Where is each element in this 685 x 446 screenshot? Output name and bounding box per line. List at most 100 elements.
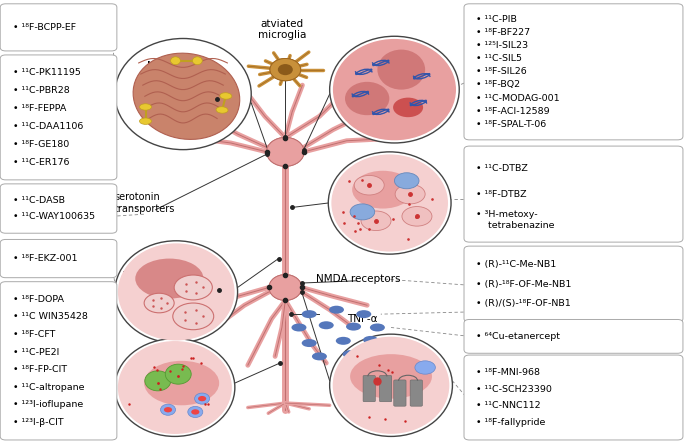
Text: • ¹¹C-NNC112: • ¹¹C-NNC112 (476, 401, 541, 410)
Ellipse shape (329, 306, 344, 314)
Ellipse shape (195, 393, 210, 404)
Ellipse shape (144, 361, 219, 405)
FancyBboxPatch shape (410, 380, 423, 406)
Ellipse shape (165, 364, 191, 384)
Text: • (R)/(S)-¹⁸F-OF-NB1: • (R)/(S)-¹⁸F-OF-NB1 (476, 299, 571, 308)
Ellipse shape (188, 406, 203, 417)
Ellipse shape (329, 36, 459, 143)
Circle shape (395, 184, 425, 204)
Circle shape (415, 361, 436, 374)
Ellipse shape (301, 310, 316, 318)
Ellipse shape (328, 152, 451, 254)
Text: • ¹¹C-ER176: • ¹¹C-ER176 (12, 157, 69, 166)
Text: • ¹²⁵I-SIL23: • ¹²⁵I-SIL23 (476, 41, 528, 50)
Text: VMAT: VMAT (367, 169, 396, 179)
Text: TNF-α: TNF-α (347, 314, 377, 324)
Ellipse shape (319, 321, 334, 329)
Text: • ¹⁸F-DOPA: • ¹⁸F-DOPA (12, 295, 64, 304)
Circle shape (173, 303, 214, 330)
Ellipse shape (118, 244, 234, 340)
Text: • ¹²³I-ioflupane: • ¹²³I-ioflupane (12, 400, 83, 409)
Text: • ¹¹C-DAA1106: • ¹¹C-DAA1106 (12, 122, 83, 131)
Text: • ¹¹C-PE2I: • ¹¹C-PE2I (12, 347, 59, 356)
Ellipse shape (145, 371, 171, 391)
FancyBboxPatch shape (464, 355, 683, 440)
Ellipse shape (278, 64, 292, 75)
Text: • ¹¹C-DTBZ: • ¹¹C-DTBZ (476, 164, 528, 173)
Circle shape (198, 396, 206, 401)
Text: • ¹⁸F-BF227: • ¹⁸F-BF227 (476, 28, 530, 37)
Text: • ¹⁸F-SPAL-T-06: • ¹⁸F-SPAL-T-06 (476, 120, 547, 129)
Ellipse shape (220, 93, 232, 99)
Text: MC-1
TSPO: MC-1 TSPO (147, 61, 174, 83)
Circle shape (395, 173, 419, 189)
Circle shape (174, 275, 212, 300)
Ellipse shape (333, 337, 449, 434)
Circle shape (191, 409, 199, 415)
Ellipse shape (266, 137, 304, 166)
FancyBboxPatch shape (464, 319, 683, 353)
Text: α-synclein: α-synclein (376, 83, 429, 92)
Text: • ¹¹C-SIL5: • ¹¹C-SIL5 (476, 54, 522, 63)
FancyBboxPatch shape (464, 146, 683, 242)
Circle shape (350, 204, 375, 220)
Text: • ¹⁸F-GE180: • ¹⁸F-GE180 (12, 140, 68, 149)
Ellipse shape (270, 58, 301, 81)
Ellipse shape (342, 350, 358, 358)
FancyBboxPatch shape (0, 4, 117, 51)
Text: • ⁶⁴Cu-etanercept: • ⁶⁴Cu-etanercept (476, 332, 560, 341)
Text: • ¹¹C WIN35428: • ¹¹C WIN35428 (12, 313, 88, 322)
Ellipse shape (370, 323, 385, 331)
Ellipse shape (356, 310, 371, 318)
Ellipse shape (269, 275, 301, 300)
Text: • ¹⁸F-BCPP-EF: • ¹⁸F-BCPP-EF (12, 23, 75, 32)
Text: • (R)-¹⁸F-OF-Me-NB1: • (R)-¹⁸F-OF-Me-NB1 (476, 280, 572, 289)
Text: • ¹⁸F-CFT: • ¹⁸F-CFT (12, 330, 55, 339)
Ellipse shape (312, 352, 327, 360)
Text: NMDA receptors: NMDA receptors (316, 273, 401, 284)
Text: • ¹¹C-MODAG-001: • ¹¹C-MODAG-001 (476, 94, 560, 103)
Ellipse shape (192, 57, 202, 65)
Ellipse shape (333, 39, 456, 140)
Text: • ¹¹C-PBR28: • ¹¹C-PBR28 (12, 86, 69, 95)
Text: • ¹⁸F-FP-CIT: • ¹⁸F-FP-CIT (12, 365, 66, 374)
FancyBboxPatch shape (0, 55, 117, 180)
Ellipse shape (266, 137, 304, 166)
Ellipse shape (115, 38, 251, 150)
Ellipse shape (160, 404, 175, 415)
Ellipse shape (140, 104, 151, 110)
Text: autophagy: autophagy (122, 269, 177, 279)
Ellipse shape (270, 58, 301, 81)
Ellipse shape (171, 57, 180, 65)
Text: • ¹⁸F-MNI-968: • ¹⁸F-MNI-968 (476, 368, 540, 377)
Text: DAT: DAT (129, 372, 149, 381)
FancyBboxPatch shape (464, 246, 683, 322)
Ellipse shape (352, 171, 414, 209)
Ellipse shape (336, 337, 351, 345)
Ellipse shape (346, 322, 361, 330)
Ellipse shape (133, 53, 240, 140)
Ellipse shape (345, 82, 389, 115)
Text: • (R)-¹¹C-Me-NB1: • (R)-¹¹C-Me-NB1 (476, 260, 556, 269)
Text: • ¹⁸F-SIL26: • ¹⁸F-SIL26 (476, 67, 527, 76)
Ellipse shape (363, 336, 378, 344)
Ellipse shape (140, 118, 151, 124)
Text: • ¹⁸F-BQ2: • ¹⁸F-BQ2 (476, 80, 521, 90)
Circle shape (393, 98, 423, 117)
FancyBboxPatch shape (363, 376, 375, 402)
Circle shape (361, 211, 391, 231)
Text: • ¹⁸F-DTBZ: • ¹⁸F-DTBZ (476, 190, 527, 198)
Text: • ¹⁸F-FEPPA: • ¹⁸F-FEPPA (12, 104, 66, 113)
Ellipse shape (329, 334, 452, 437)
FancyBboxPatch shape (0, 240, 117, 278)
FancyBboxPatch shape (379, 376, 392, 402)
Text: D receptors: D receptors (340, 369, 401, 379)
Ellipse shape (350, 354, 432, 399)
Text: serotonin
transporters: serotonin transporters (115, 192, 175, 214)
Ellipse shape (291, 323, 306, 331)
Text: • ¹¹C-WAY100635: • ¹¹C-WAY100635 (12, 212, 95, 221)
Ellipse shape (301, 339, 316, 347)
Circle shape (144, 293, 174, 313)
Text: • ¹⁸F-EKZ-001: • ¹⁸F-EKZ-001 (12, 254, 77, 263)
Ellipse shape (115, 241, 238, 343)
